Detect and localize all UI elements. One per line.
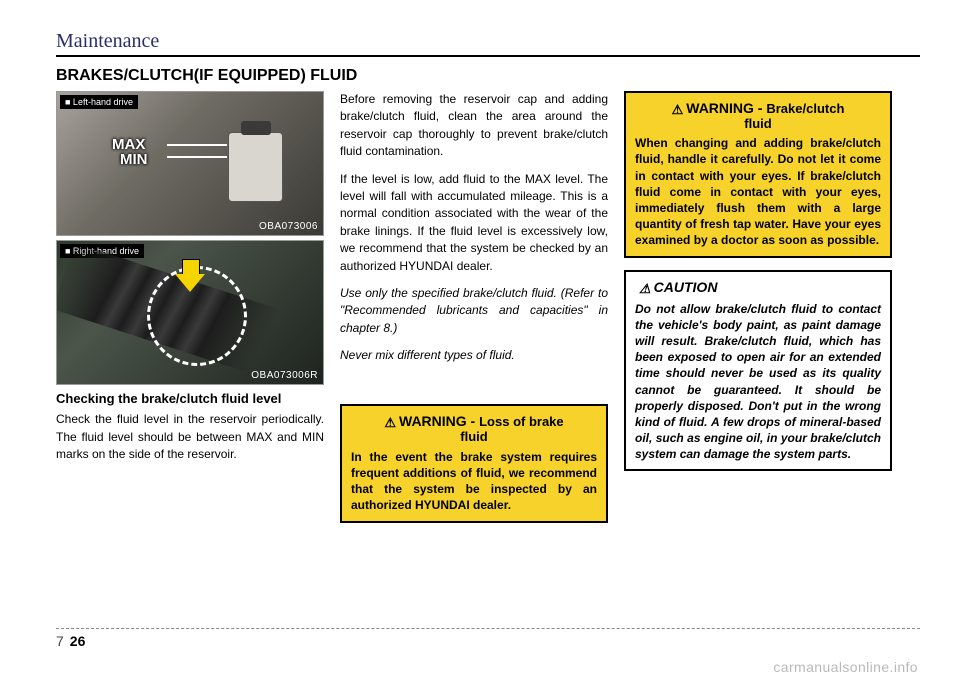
figure-code: OBA073006	[259, 221, 318, 232]
min-label: MIN	[120, 152, 148, 167]
document-page: Maintenance BRAKES/CLUTCH(IF EQUIPPED) F…	[0, 0, 960, 689]
warning-label: WARNING -	[686, 100, 766, 116]
spacer	[340, 374, 608, 404]
caution-title: ⚠CAUTION	[635, 279, 881, 297]
content-columns: ■ Left-hand drive MAX MIN OBA073006 ■ Ri…	[56, 91, 920, 535]
figure-code: OBA073006R	[251, 370, 318, 381]
page-header: Maintenance	[56, 30, 920, 57]
figure-right-hand: ■ Right-hand drive OBA073006R	[56, 240, 324, 385]
warning-icon: ⚠	[384, 415, 396, 431]
warning-subtitle-1: Loss of brake	[479, 414, 564, 429]
max-label: MAX	[112, 137, 148, 152]
figure-left-hand: ■ Left-hand drive MAX MIN OBA073006	[56, 91, 324, 236]
caution-body: Do not allow brake/clutch fluid to conta…	[635, 301, 881, 463]
warning-box-fluid: ⚠WARNING - Brake/clutch fluid When chang…	[624, 91, 892, 258]
body-paragraph-italic: Use only the specified brake/clutch flui…	[340, 285, 608, 337]
reservoir-graphic	[228, 132, 283, 202]
warning-subtitle-2: fluid	[351, 430, 597, 444]
warning-icon: ⚠	[672, 102, 684, 118]
page-number: 26	[70, 633, 86, 649]
max-min-labels: MAX MIN	[112, 137, 148, 167]
warning-title: ⚠WARNING - Brake/clutch fluid	[635, 100, 881, 131]
caution-box: ⚠CAUTION Do not allow brake/clutch fluid…	[624, 270, 892, 472]
body-paragraph: If the level is low, add fluid to the MA…	[340, 171, 608, 275]
warning-box-loss: ⚠WARNING - Loss of brake fluid In the ev…	[340, 404, 608, 522]
indicator-lines	[167, 144, 247, 164]
warning-body: In the event the brake system requires f…	[351, 449, 597, 514]
warning-title: ⚠WARNING - Loss of brake fluid	[351, 413, 597, 444]
page-footer: 7 26	[56, 628, 920, 649]
warning-label: WARNING -	[399, 413, 479, 429]
body-paragraph: Before removing the reservoir cap and ad…	[340, 91, 608, 161]
body-paragraph-italic: Never mix different types of fluid.	[340, 347, 608, 364]
chapter-number: 7	[56, 633, 64, 649]
body-paragraph: Check the fluid level in the reservoir p…	[56, 411, 324, 463]
column-3: ⚠WARNING - Brake/clutch fluid When chang…	[624, 91, 892, 535]
warning-body: When changing and adding brake/clutch fl…	[635, 135, 881, 248]
caution-icon: ⚠	[639, 281, 651, 297]
warning-subtitle-2: fluid	[635, 117, 881, 131]
column-2: Before removing the reservoir cap and ad…	[340, 91, 608, 535]
figure-tag: ■ Left-hand drive	[60, 95, 138, 109]
column-1: ■ Left-hand drive MAX MIN OBA073006 ■ Ri…	[56, 91, 324, 535]
caution-label: CAUTION	[654, 279, 718, 295]
header-title: Maintenance	[56, 30, 920, 53]
watermark: carmanualsonline.info	[773, 659, 918, 675]
warning-subtitle-1: Brake/clutch	[766, 101, 844, 116]
subheading: Checking the brake/clutch fluid level	[56, 391, 324, 407]
section-title: BRAKES/CLUTCH(IF EQUIPPED) FLUID	[56, 67, 920, 85]
